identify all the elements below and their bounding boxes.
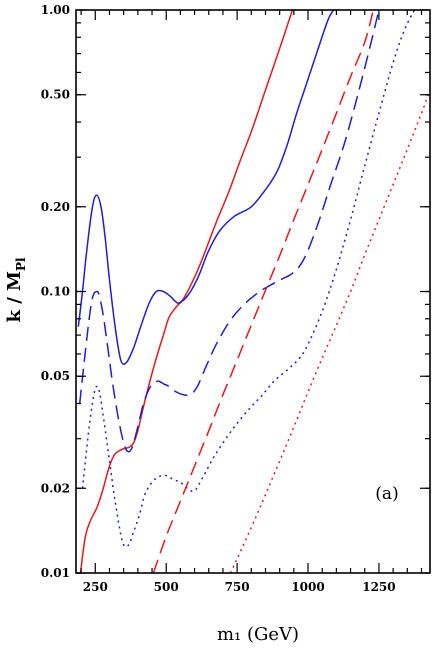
x-tick-label-1250: 1250 xyxy=(362,580,395,594)
tick-layer: 250 500 750 1000 1250 0.01 0.02 0.05 0.10 0.20 0.5… xyxy=(41,3,430,594)
panel-label: (a) xyxy=(375,484,398,504)
series-line-6-dotted xyxy=(229,89,430,573)
y-axis-title: k / MPl xyxy=(4,257,28,323)
y-tick-label-1: 0.02 xyxy=(41,481,70,495)
series-line-2-solid xyxy=(77,10,335,366)
y-tick-label-3: 0.10 xyxy=(41,285,70,299)
x-tick-label-750: 750 xyxy=(225,580,250,594)
x-tick-label-250: 250 xyxy=(83,580,108,594)
y-tick-label-6: 1.00 xyxy=(41,3,70,17)
series-line-5-dashed xyxy=(152,10,375,573)
y-tick-label-4: 0.20 xyxy=(41,200,70,214)
y-tick-label-0: 0.01 xyxy=(41,566,70,580)
x-tick-label-1000: 1000 xyxy=(291,580,324,594)
x-tick-label-500: 500 xyxy=(154,580,179,594)
y-tick-label-5: 0.50 xyxy=(41,88,70,102)
y-axis-title-main: k / M xyxy=(4,271,25,323)
y-tick-label-2: 0.05 xyxy=(41,369,70,383)
y-axis-title-sub: Pl xyxy=(14,257,28,271)
series-line-3-dashed xyxy=(78,10,380,453)
series-layer xyxy=(77,10,430,573)
x-axis-title: m₁ (GeV) xyxy=(217,624,299,645)
series-line-1-solid xyxy=(79,10,294,573)
plot-area xyxy=(76,10,430,573)
